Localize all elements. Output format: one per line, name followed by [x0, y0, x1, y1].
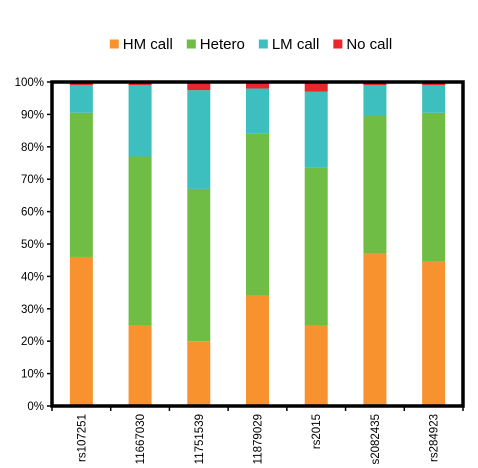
bar-no-call-11879029: [246, 82, 269, 89]
bar-lm-call-11879029: [246, 88, 269, 134]
bar-hetero-rs2015: [304, 167, 328, 325]
y-axis: 0% 10% 20% 30% 40% 50% 60% 70% 80% 90% 100%: [15, 77, 52, 413]
legend-swatch-no-call: [333, 39, 343, 49]
y-tick-label: 0%: [27, 401, 44, 413]
bar-hm-call-11879029: [246, 295, 269, 406]
bar-lm-call-rs284923: [422, 85, 446, 113]
y-tick-label: 30%: [21, 304, 44, 316]
bar-lm-call-rs2015: [304, 91, 328, 168]
x-category-label-11667030: 11667030: [135, 414, 147, 464]
legend: HM call Hetero LM call No call: [109, 36, 392, 53]
y-tick-label: 10%: [21, 369, 44, 381]
bar-hm-call-rs284923: [422, 261, 446, 406]
plot-frame: [50, 80, 465, 408]
legend-label-no-call: No call: [346, 36, 392, 53]
bar-no-call-11751539: [187, 82, 211, 91]
legend-item-hm-call: HM call: [109, 36, 173, 53]
bar-hetero-11667030: [128, 156, 152, 325]
bar-hetero-rs284923: [422, 112, 446, 262]
bar-hm-call-11667030: [128, 325, 152, 406]
bar-hm-call-11751539: [187, 341, 211, 406]
legend-swatch-hm-call: [109, 39, 119, 49]
x-category-label-rs284923: rs284923: [429, 414, 441, 462]
y-tick-label: 60%: [21, 207, 44, 219]
y-tick-label: 100%: [15, 77, 44, 89]
bar-hm-call-rs107251: [69, 256, 93, 406]
bar-hm-call-rs2015: [304, 325, 328, 406]
bar-hm-call-s2082435: [363, 253, 387, 406]
legend-item-lm-call: LM call: [258, 36, 320, 53]
y-tick-label: 50%: [21, 239, 44, 251]
x-category-label-rs2015: rs2015: [311, 414, 323, 449]
legend-label-lm-call: LM call: [272, 36, 320, 53]
y-tick-label: 70%: [21, 174, 44, 186]
legend-item-no-call: No call: [333, 36, 392, 53]
bar-hetero-11879029: [246, 133, 269, 296]
x-category-label-11879029: 11879029: [253, 414, 265, 464]
bar-lm-call-rs107251: [69, 85, 93, 113]
bar-lm-call-11667030: [128, 85, 152, 157]
bar-lm-call-s2082435: [363, 85, 387, 117]
x-category-label-rs107251: rs107251: [76, 414, 88, 462]
legend-swatch-lm-call: [258, 39, 268, 49]
y-tick-label: 80%: [21, 142, 44, 154]
bar-hetero-11751539: [187, 188, 211, 342]
legend-swatch-hetero: [186, 39, 196, 49]
x-category-label-s2082435: s2082435: [370, 414, 382, 465]
legend-item-hetero: Hetero: [186, 36, 245, 53]
bar-no-call-rs2015: [304, 82, 328, 92]
y-tick-label: 40%: [21, 271, 44, 283]
x-axis: rs107251 11667030 11751539 11879029 rs2015 s2…: [51, 406, 464, 465]
x-category-label-11751539: 11751539: [194, 414, 206, 464]
y-tick-label: 20%: [21, 336, 44, 348]
bar-hetero-rs107251: [69, 112, 93, 257]
bars: [69, 82, 446, 406]
y-tick-label: 90%: [21, 109, 44, 121]
legend-label-hm-call: HM call: [123, 36, 173, 53]
bar-lm-call-11751539: [187, 90, 211, 189]
legend-label-hetero: Hetero: [200, 36, 245, 53]
bar-hetero-s2082435: [363, 116, 387, 254]
